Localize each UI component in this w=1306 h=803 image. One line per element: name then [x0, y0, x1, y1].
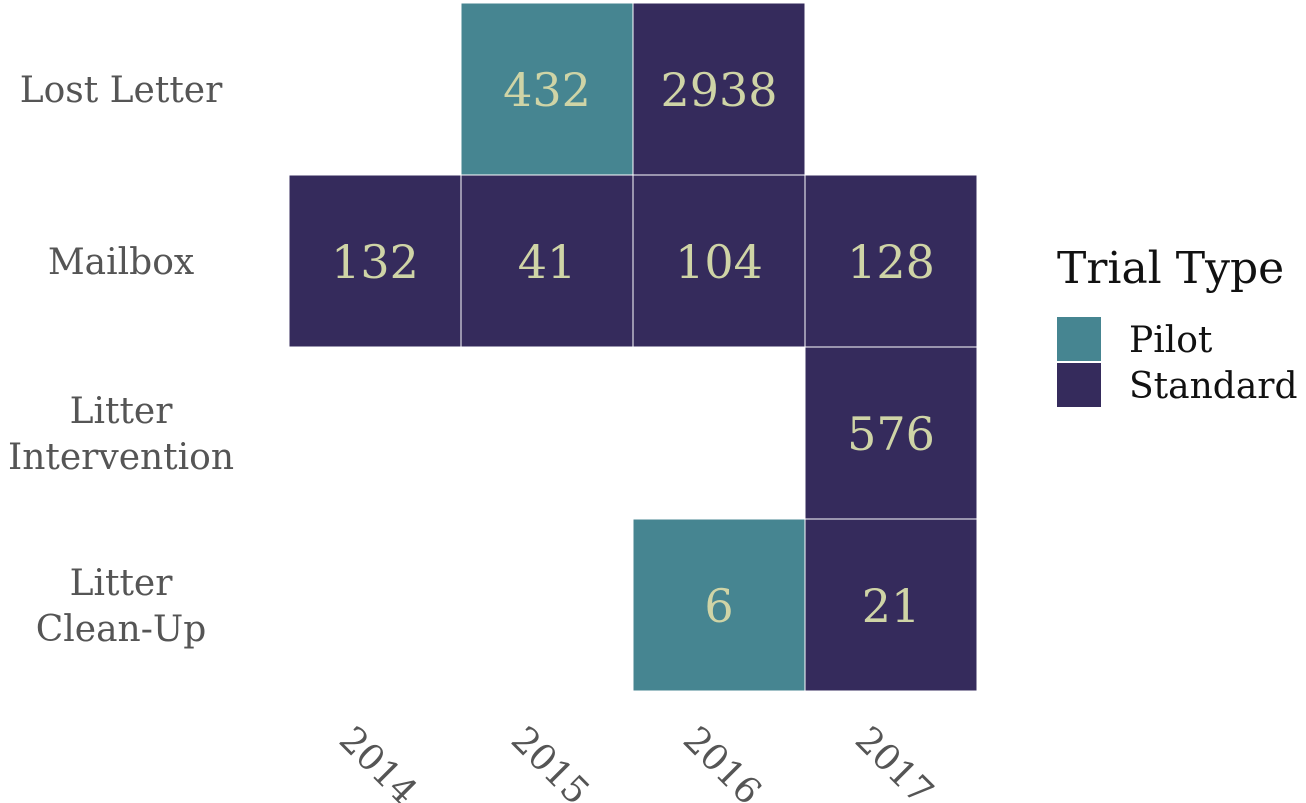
cell-value-label-lost-letter-2016: 2938: [660, 63, 777, 117]
y-tick-label-mailbox: Mailbox: [48, 242, 194, 283]
legend-swatch-pilot: [1057, 317, 1101, 361]
cell-value-label-mailbox-2014: 132: [331, 235, 419, 289]
x-tick-label-2016: 2016: [675, 719, 769, 803]
y-tick-label-litter-clean-up: Litter Clean-Up: [36, 563, 207, 650]
heatmap-cell-litter-clean-up-2017: [804, 518, 978, 692]
cell-value-label-lost-letter-2015: 432: [503, 63, 591, 117]
heatmap-cell-mailbox-2017: [804, 174, 978, 348]
heatmap-cell-lost-letter-2015: [460, 2, 634, 176]
x-tick-label-2017: 2017: [847, 719, 941, 803]
cell-value-label-mailbox-2016: 104: [675, 235, 763, 289]
cell-value-label-litter-intervention-2017: 576: [847, 407, 935, 461]
y-tick-label-litter-intervention: Litter Intervention: [8, 391, 234, 478]
cell-value-label-litter-clean-up-2016: 6: [704, 579, 733, 633]
y-tick-label-line: Lost Letter: [20, 70, 223, 111]
legend-label-pilot: Pilot: [1129, 320, 1213, 361]
legend-title: Trial Type: [1057, 243, 1284, 294]
y-tick-label-line: Mailbox: [48, 242, 194, 283]
y-tick-label-line: Litter: [70, 563, 174, 604]
heatmap-cell-lost-letter-2016: [632, 2, 806, 176]
y-tick-label-line: Litter: [70, 391, 174, 432]
y-tick-label-line: Intervention: [8, 437, 234, 478]
heatmap-cells: 432 2938 132 41 104 128 576 6 21: [288, 2, 978, 692]
y-tick-label-lost-letter: Lost Letter: [20, 70, 223, 111]
cell-value-label-mailbox-2017: 128: [847, 235, 935, 289]
heatmap-cell-mailbox-2016: [632, 174, 806, 348]
legend: Trial Type Pilot Standard: [1057, 243, 1298, 407]
heatmap-cell-mailbox-2014: [288, 174, 462, 348]
x-tick-label-2014: 2014: [331, 719, 425, 803]
heatmap-cell-litter-intervention-2017: [804, 346, 978, 520]
legend-label-standard: Standard: [1129, 366, 1298, 407]
heatmap-cell-litter-clean-up-2016: [632, 518, 806, 692]
legend-swatch-standard: [1057, 363, 1101, 407]
cell-value-label-mailbox-2015: 41: [518, 235, 577, 289]
cell-value-label-litter-clean-up-2017: 21: [862, 579, 921, 633]
heatmap-cell-mailbox-2015: [460, 174, 634, 348]
x-axis-labels: 2014 2015 2016 2017: [331, 719, 941, 803]
y-tick-label-line: Clean-Up: [36, 609, 207, 650]
x-tick-label-2015: 2015: [503, 719, 597, 803]
